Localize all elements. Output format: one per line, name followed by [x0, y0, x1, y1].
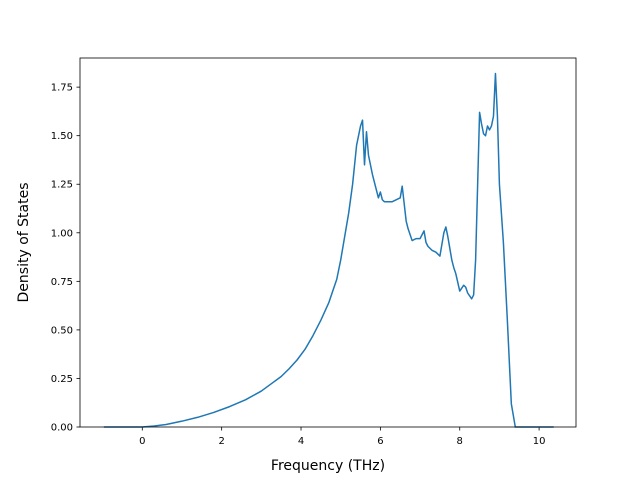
y-tick-label: 0.50 — [51, 325, 73, 336]
y-tick-label: 1.50 — [51, 131, 73, 142]
series-line-dos — [103, 72, 554, 428]
x-tick-label: 8 — [457, 436, 463, 447]
x-axis-label: Frequency (THz) — [271, 458, 385, 474]
y-tick-label: 1.75 — [51, 83, 73, 94]
x-tick-label: 0 — [139, 436, 145, 447]
y-tick-label: 1.00 — [51, 228, 73, 239]
x-tick-label: 10 — [533, 436, 546, 447]
plot-frame — [79, 57, 577, 428]
y-axis-label: Density of States — [16, 183, 32, 303]
y-tick-label: 0.00 — [51, 423, 73, 434]
y-tick-label: 0.25 — [51, 374, 73, 385]
y-tick-label: 1.25 — [51, 180, 73, 191]
x-tick-label: 6 — [377, 436, 383, 447]
y-tick-label: 0.75 — [51, 277, 73, 288]
x-tick-label: 4 — [298, 436, 304, 447]
x-tick-label: 2 — [218, 436, 224, 447]
axis-ticks: 0 2 4 6 8 10 0.00 0.25 0.50 0.75 1.00 1.25 1.50 1.75 — [51, 83, 546, 447]
